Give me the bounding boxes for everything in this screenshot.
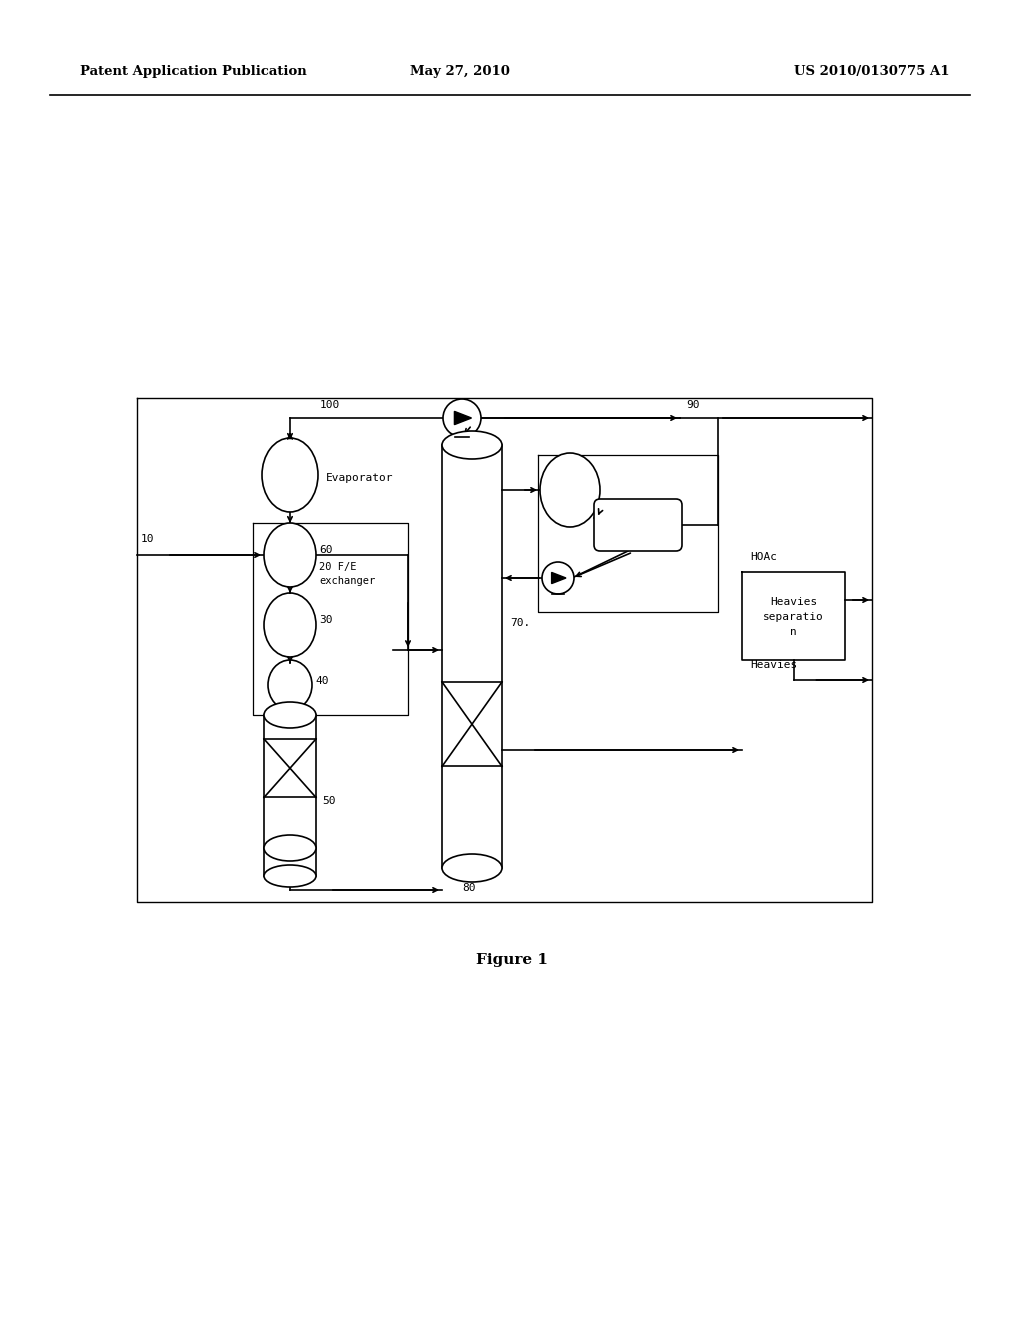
- Text: 70.: 70.: [510, 618, 530, 627]
- Text: n: n: [791, 627, 797, 638]
- Ellipse shape: [542, 562, 574, 594]
- Text: Patent Application Publication: Patent Application Publication: [80, 66, 307, 78]
- Ellipse shape: [264, 593, 316, 657]
- Text: 10: 10: [141, 535, 155, 544]
- Ellipse shape: [540, 453, 600, 527]
- Ellipse shape: [264, 865, 316, 887]
- Ellipse shape: [443, 399, 481, 437]
- Text: Figure 1: Figure 1: [476, 953, 548, 968]
- Ellipse shape: [264, 523, 316, 587]
- Ellipse shape: [442, 854, 502, 882]
- Text: 30: 30: [319, 615, 333, 624]
- Ellipse shape: [264, 702, 316, 729]
- Text: 40: 40: [315, 676, 329, 686]
- Ellipse shape: [264, 836, 316, 861]
- Text: Heavies: Heavies: [770, 597, 817, 607]
- Text: 100: 100: [319, 400, 340, 411]
- Text: HOAc: HOAc: [750, 552, 777, 562]
- Text: separatio: separatio: [763, 612, 824, 622]
- FancyBboxPatch shape: [594, 499, 682, 550]
- Polygon shape: [455, 412, 471, 425]
- Text: Evaporator: Evaporator: [326, 473, 393, 483]
- Text: May 27, 2010: May 27, 2010: [410, 66, 510, 78]
- Ellipse shape: [262, 438, 318, 512]
- Polygon shape: [552, 573, 566, 583]
- Text: 60: 60: [319, 545, 333, 554]
- Text: US 2010/0130775 A1: US 2010/0130775 A1: [795, 66, 950, 78]
- Ellipse shape: [268, 660, 312, 710]
- Text: Heavies: Heavies: [750, 660, 798, 671]
- Text: 80: 80: [462, 883, 475, 894]
- Text: exchanger: exchanger: [319, 576, 375, 586]
- Text: 90: 90: [686, 400, 699, 411]
- Text: 20 F/E: 20 F/E: [319, 562, 356, 572]
- Ellipse shape: [442, 432, 502, 459]
- Text: 50: 50: [322, 796, 336, 807]
